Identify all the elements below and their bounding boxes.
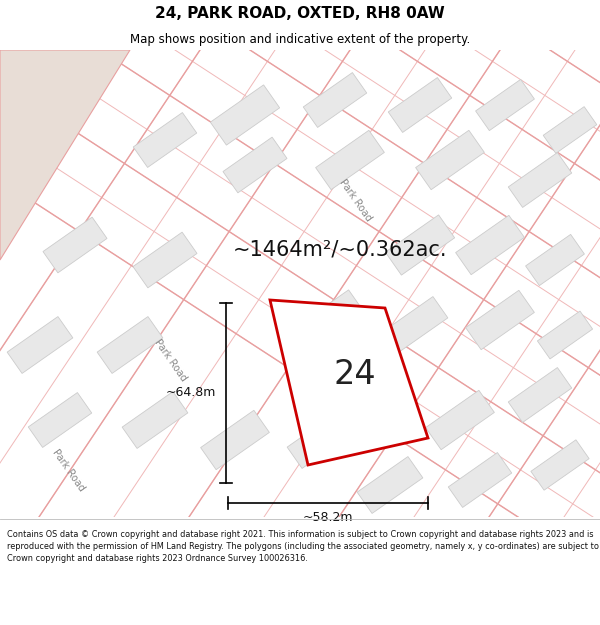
Text: 24: 24 (334, 359, 376, 391)
Polygon shape (508, 152, 572, 208)
Polygon shape (455, 215, 524, 275)
Text: Contains OS data © Crown copyright and database right 2021. This information is : Contains OS data © Crown copyright and d… (7, 530, 599, 562)
Polygon shape (448, 452, 512, 508)
Polygon shape (538, 311, 593, 359)
Polygon shape (287, 412, 353, 468)
Polygon shape (303, 72, 367, 127)
Polygon shape (270, 300, 428, 465)
Polygon shape (531, 440, 589, 490)
Polygon shape (357, 457, 423, 513)
Polygon shape (388, 78, 452, 132)
Polygon shape (526, 234, 584, 286)
Polygon shape (28, 392, 92, 448)
Polygon shape (0, 50, 130, 260)
Text: ~58.2m: ~58.2m (303, 511, 353, 524)
Text: Park Road: Park Road (152, 337, 188, 383)
Text: Park Road: Park Road (337, 177, 373, 223)
Text: ~1464m²/~0.362ac.: ~1464m²/~0.362ac. (233, 240, 447, 260)
Polygon shape (122, 392, 188, 448)
Text: ~64.8m: ~64.8m (166, 386, 216, 399)
Polygon shape (466, 290, 535, 350)
Polygon shape (7, 317, 73, 373)
Polygon shape (382, 297, 448, 353)
Text: 24, PARK ROAD, OXTED, RH8 0AW: 24, PARK ROAD, OXTED, RH8 0AW (155, 6, 445, 21)
Polygon shape (43, 217, 107, 273)
Polygon shape (223, 137, 287, 193)
Polygon shape (295, 290, 365, 350)
Text: Park Road: Park Road (50, 447, 86, 493)
Polygon shape (97, 317, 163, 373)
Polygon shape (133, 232, 197, 288)
Polygon shape (476, 79, 535, 131)
Polygon shape (316, 130, 385, 190)
Polygon shape (211, 85, 280, 145)
Polygon shape (425, 390, 494, 450)
Text: Map shows position and indicative extent of the property.: Map shows position and indicative extent… (130, 32, 470, 46)
Polygon shape (416, 130, 484, 190)
Polygon shape (385, 215, 455, 275)
Polygon shape (508, 368, 572, 423)
Polygon shape (543, 107, 597, 153)
Polygon shape (133, 112, 197, 168)
Polygon shape (200, 410, 269, 470)
